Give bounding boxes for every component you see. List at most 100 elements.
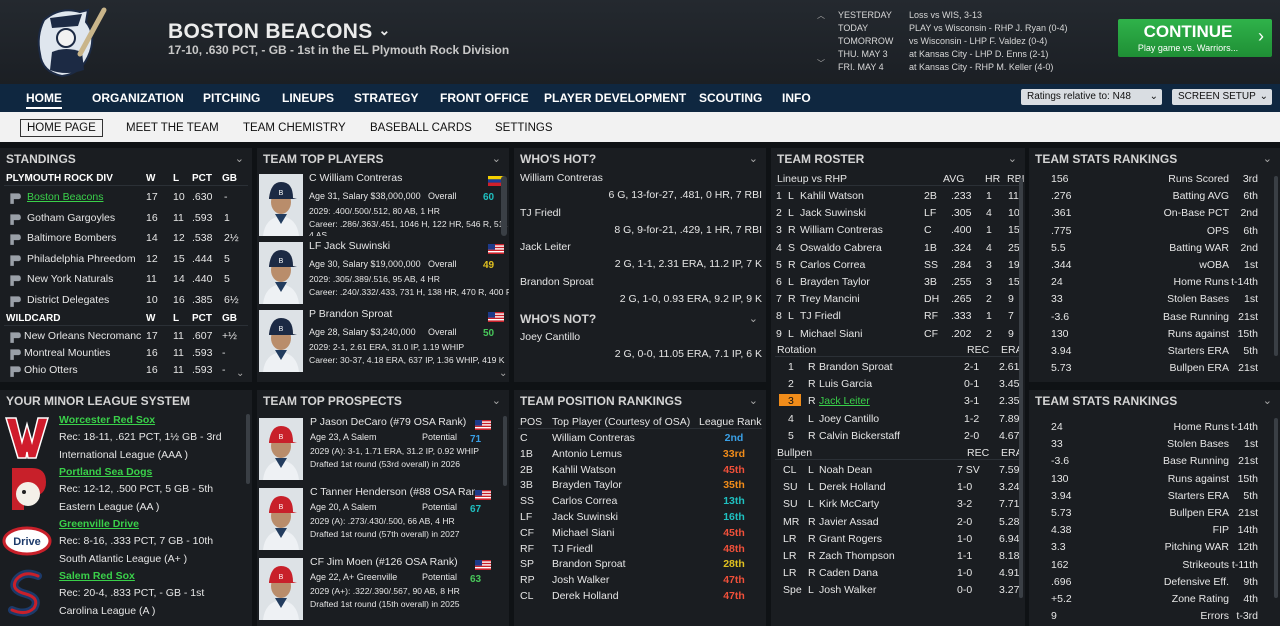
bullpen-cell[interactable]: Kirk McCarty xyxy=(819,498,880,511)
ratings-relative-select[interactable]: Ratings relative to: N48 ⌄ xyxy=(1021,89,1162,105)
rotation-cell[interactable]: Brandon Sproat xyxy=(819,361,893,373)
position-player[interactable]: Josh Walker xyxy=(552,574,610,587)
player-photo[interactable]: B xyxy=(259,174,303,236)
tab-settings[interactable]: SETTINGS xyxy=(495,122,553,134)
team-name[interactable]: BOSTON BEACONS ⌄ xyxy=(168,20,391,43)
chevron-down-icon[interactable]: ⌄ xyxy=(748,313,758,325)
position-player[interactable]: TJ Friedl xyxy=(552,542,593,555)
player-name[interactable]: LF Jack Suwinski xyxy=(309,240,391,252)
position-player[interactable]: Carlos Correa xyxy=(552,495,618,508)
tab-baseball-cards[interactable]: BASEBALL CARDS xyxy=(370,122,472,134)
minor-team-name[interactable]: Portland Sea Dogs xyxy=(59,466,153,478)
position-player[interactable]: Kahlil Watson xyxy=(552,463,616,476)
bullpen-cell[interactable]: Zach Thompson xyxy=(819,550,895,562)
team-logo[interactable] xyxy=(30,4,110,80)
nav-player-development[interactable]: PLAYER DEVELOPMENT xyxy=(544,91,687,105)
minor-team-name[interactable]: Worcester Red Sox xyxy=(59,414,156,426)
nav-lineups[interactable]: LINEUPS xyxy=(282,91,335,105)
schedule-row[interactable]: FRI. MAY 4 at Kansas City - RHP M. Keller… xyxy=(838,61,1068,74)
tab-home-page[interactable]: HOME PAGE xyxy=(20,119,103,137)
standings-team[interactable]: Ohio Otters xyxy=(24,364,78,376)
hot-player-name[interactable]: TJ Friedl xyxy=(520,206,561,219)
roster-cell[interactable]: Michael Siani xyxy=(800,327,863,340)
standings-team[interactable]: Gotham Gargoyles xyxy=(27,211,116,224)
prospect-name[interactable]: P Jason DeCaro (#79 OSA Rank) xyxy=(310,416,467,428)
rotation-cell[interactable]: Joey Cantillo xyxy=(819,412,880,425)
position-player[interactable]: Antonio Lemus xyxy=(552,447,623,460)
minor-team-name[interactable]: Salem Red Sox xyxy=(59,570,135,582)
bullpen-cell[interactable]: Derek Holland xyxy=(819,481,886,494)
nav-front-office[interactable]: FRONT OFFICE xyxy=(440,91,529,105)
prospect-name[interactable]: C Tanner Henderson (#88 OSA Rank) xyxy=(310,486,475,498)
chevron-down-icon[interactable]: ⌄ xyxy=(1262,153,1272,165)
chevron-down-icon[interactable]: ⌄ xyxy=(748,153,758,165)
scrollbar[interactable] xyxy=(1274,418,1278,598)
roster-cell[interactable]: Trey Mancini xyxy=(800,293,860,306)
position-player[interactable]: Derek Holland xyxy=(552,590,619,602)
tab-team-chemistry[interactable]: TEAM CHEMISTRY xyxy=(243,122,346,134)
player-name[interactable]: C William Contreras xyxy=(309,172,403,184)
rotation-cell[interactable]: Luis Garcia xyxy=(819,378,873,391)
prospect-photo[interactable]: B xyxy=(259,558,303,620)
schedule-row[interactable]: TOMORROW vs Wisconsin - LHP F. Valdez (0-… xyxy=(838,35,1068,48)
rotation-cell[interactable]: Jack Leiter xyxy=(819,395,870,408)
portland-logo[interactable] xyxy=(2,464,52,514)
tab-meet-the-team[interactable]: MEET THE TEAM xyxy=(126,122,219,134)
standings-team[interactable]: Montreal Mounties xyxy=(24,347,111,359)
schedule-row[interactable]: YESTERDAY Loss vs WIS, 3-13 xyxy=(838,9,1068,22)
prospect-name[interactable]: CF Jim Moen (#126 OSA Rank) xyxy=(310,556,458,568)
bullpen-cell[interactable]: Noah Dean xyxy=(819,464,873,476)
roster-cell[interactable]: Jack Suwinski xyxy=(800,207,866,220)
bullpen-cell[interactable]: Josh Walker xyxy=(819,584,877,597)
scrollbar[interactable] xyxy=(1274,176,1278,356)
hot-player-name[interactable]: William Contreras xyxy=(520,172,603,184)
position-player[interactable]: William Contreras xyxy=(552,432,635,444)
nav-strategy[interactable]: STRATEGY xyxy=(354,91,419,105)
nav-home[interactable]: HOME xyxy=(26,91,62,109)
not-player-name[interactable]: Joey Cantillo xyxy=(520,331,581,343)
schedule-row[interactable]: THU. MAY 3 at Kansas City - LHP D. Enns (… xyxy=(838,48,1068,61)
standings-team[interactable]: Baltimore Bombers xyxy=(27,232,117,244)
roster-cell[interactable]: TJ Friedl xyxy=(800,310,841,323)
chevron-down-icon[interactable]: ⌄ xyxy=(236,368,245,379)
roster-cell[interactable]: Kahlil Watson xyxy=(800,190,864,202)
prospect-photo[interactable]: B xyxy=(259,418,303,480)
hot-player-name[interactable]: Jack Leiter xyxy=(520,241,571,253)
position-player[interactable]: Brandon Sproat xyxy=(552,558,626,571)
greenville-logo[interactable]: Drive xyxy=(2,516,52,566)
continue-button[interactable]: CONTINUE Play game vs. Warriors... › xyxy=(1118,19,1272,57)
chevron-down-icon[interactable]: ⌄ xyxy=(234,153,244,165)
standings-team[interactable]: Boston Beacons xyxy=(27,191,104,203)
roster-cell[interactable]: Oswaldo Cabrera xyxy=(800,241,882,254)
roster-cell[interactable]: William Contreras xyxy=(800,224,883,237)
schedule-row[interactable]: TODAY PLAY vs Wisconsin - RHP J. Ryan (0-… xyxy=(838,22,1068,35)
minor-team-name[interactable]: Greenville Drive xyxy=(59,518,139,530)
chevron-down-icon[interactable]: ⌄ xyxy=(491,153,501,165)
bullpen-cell[interactable]: Grant Rogers xyxy=(819,532,883,545)
position-player[interactable]: Michael Siani xyxy=(552,526,615,539)
standings-team[interactable]: District Delegates xyxy=(27,293,110,306)
standings-team[interactable]: New York Naturals xyxy=(27,273,114,285)
salem-logo[interactable] xyxy=(2,568,52,618)
chevron-down-icon[interactable]: ⌄ xyxy=(378,22,391,38)
standings-team[interactable]: New Orleans Necromanc xyxy=(24,330,142,342)
bullpen-cell[interactable]: Javier Assad xyxy=(819,515,879,528)
player-photo[interactable]: B xyxy=(259,242,303,304)
position-player[interactable]: Jack Suwinski xyxy=(552,511,618,523)
scrollbar[interactable] xyxy=(246,414,250,484)
screen-setup-select[interactable]: SCREEN SETUP ⌄ xyxy=(1172,89,1272,105)
scrollbar[interactable] xyxy=(1019,178,1023,598)
scrollbar[interactable] xyxy=(501,176,507,236)
nav-pitching[interactable]: PITCHING xyxy=(203,91,261,105)
prospect-photo[interactable]: B xyxy=(259,488,303,550)
chevron-down-icon[interactable]: ﹀ xyxy=(817,59,825,68)
chevron-down-icon[interactable]: ⌄ xyxy=(491,395,501,407)
position-player[interactable]: Brayden Taylor xyxy=(552,479,622,492)
roster-cell[interactable]: Carlos Correa xyxy=(800,258,866,271)
scrollbar[interactable] xyxy=(503,416,507,486)
nav-organization[interactable]: ORGANIZATION xyxy=(92,91,184,105)
nav-scouting[interactable]: SCOUTING xyxy=(699,91,763,105)
chevron-down-icon[interactable]: ⌄ xyxy=(748,395,758,407)
player-photo[interactable]: B xyxy=(259,310,303,372)
player-name[interactable]: P Brandon Sproat xyxy=(309,308,393,320)
